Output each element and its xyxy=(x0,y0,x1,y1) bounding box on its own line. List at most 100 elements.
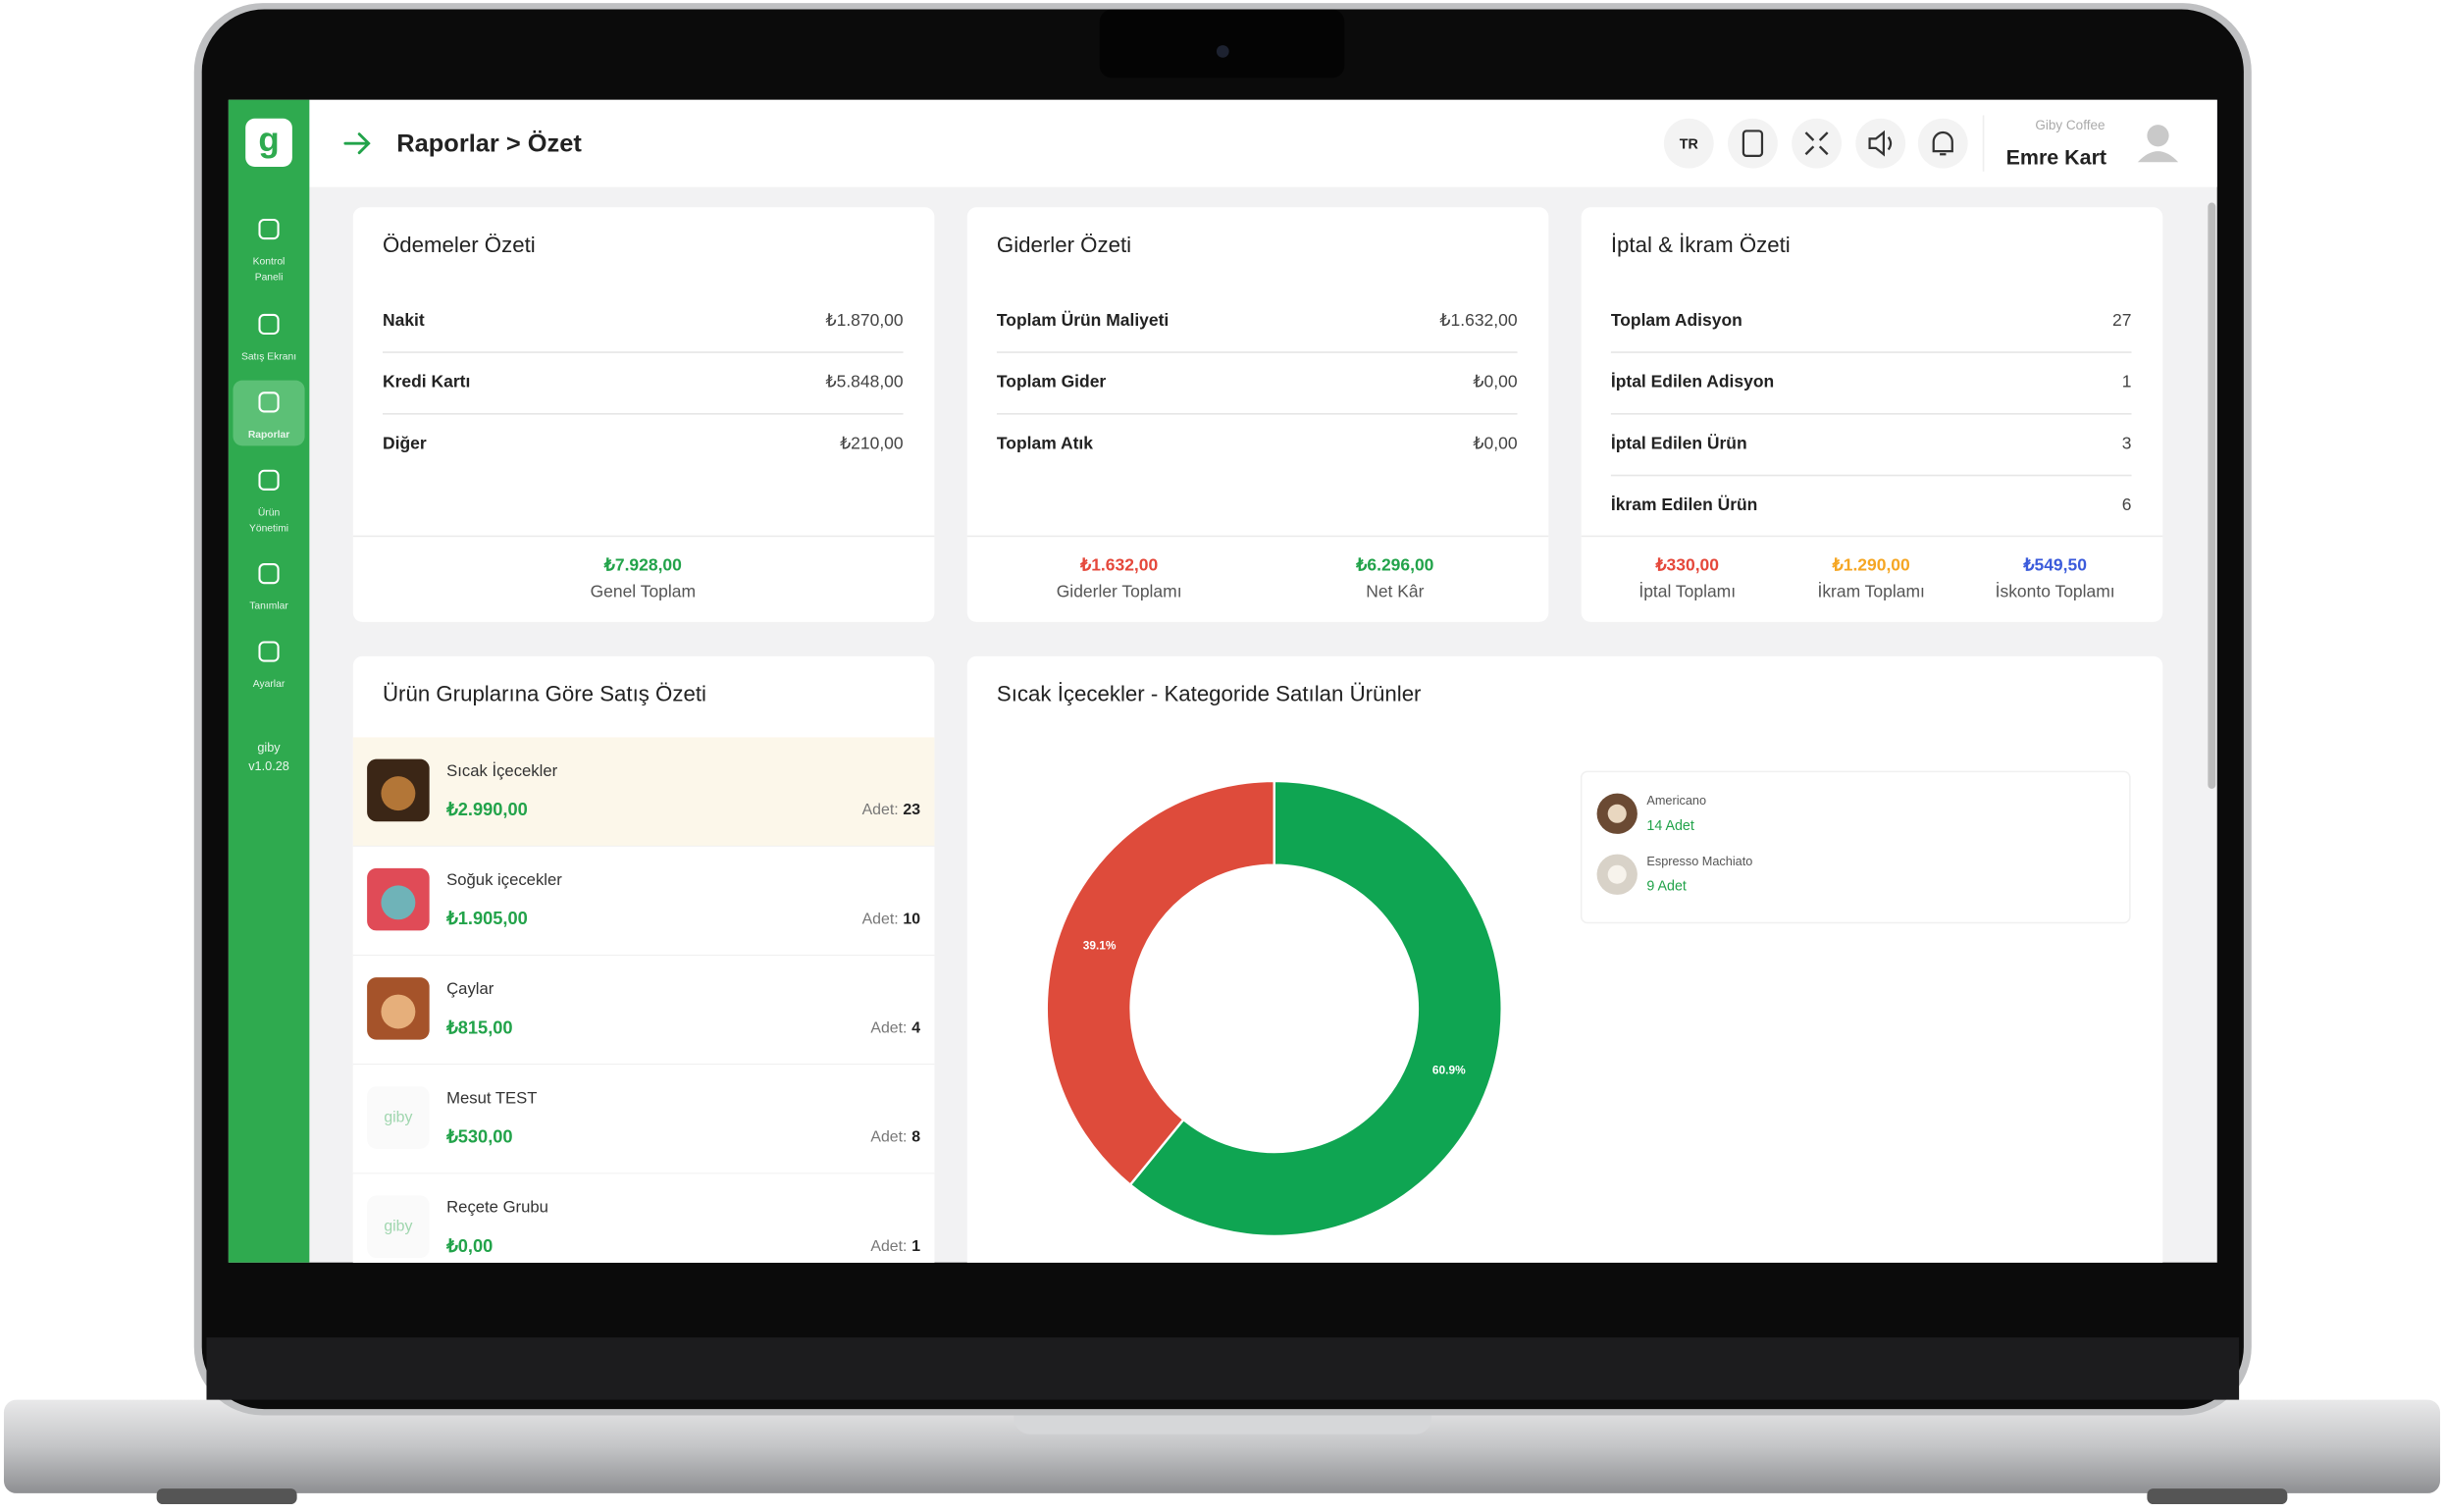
group-amount: ₺2.990,00 xyxy=(445,799,528,819)
sidebar-menu: Kontrol Paneli Satış Ekranı Raporlar Ürün Yön… xyxy=(233,218,305,773)
group-amount: ₺1.905,00 xyxy=(445,908,528,928)
row-value: 27 xyxy=(2112,310,2131,330)
group-amount: ₺815,00 xyxy=(445,1017,512,1037)
menu-label[interactable]: Ayarlar xyxy=(253,679,286,690)
language-button[interactable] xyxy=(1663,118,1714,169)
row-label: Toplam Atık xyxy=(997,433,1093,452)
card-title: Giderler Özeti xyxy=(997,233,1131,257)
donut-label: 39.1% xyxy=(1083,939,1117,953)
menu-label[interactable]: Raporlar xyxy=(248,430,289,441)
count-label: Adet: xyxy=(870,1020,907,1037)
group-count: Adet: 1 xyxy=(870,1238,920,1255)
menu-label[interactable]: Yönetimi xyxy=(249,523,288,534)
count-value: 1 xyxy=(911,1238,920,1255)
legend-box xyxy=(1580,770,2131,924)
count-label: Adet: xyxy=(870,1129,907,1146)
menu-icon[interactable] xyxy=(258,563,280,585)
screen: Raporlar > Özet TR Giby Coffee Emre Kart… xyxy=(228,99,2217,1282)
sidebar xyxy=(228,99,310,1263)
avatar-head xyxy=(2147,125,2169,147)
receipt-icon xyxy=(1742,130,1764,157)
logo-letter: g xyxy=(258,121,279,159)
total-label: Genel Toplam xyxy=(591,581,696,600)
total-label: İkram Toplamı xyxy=(1817,581,1924,600)
menu-icon[interactable] xyxy=(258,469,280,491)
group-name: Çaylar xyxy=(446,979,494,998)
legend-thumbnail-detail xyxy=(1607,864,1627,884)
menu-icon[interactable] xyxy=(258,391,280,413)
menu-icon[interactable] xyxy=(258,313,280,336)
total-value: ₺6.296,00 xyxy=(1355,554,1433,574)
menu-label[interactable]: Tanımlar xyxy=(249,601,288,612)
row-value: ₺1.632,00 xyxy=(1439,310,1517,330)
donut-segment[interactable] xyxy=(1045,779,1275,1187)
count-value: 10 xyxy=(903,911,920,927)
company-name: Giby Coffee xyxy=(2035,118,2105,132)
legend-count: 9 Adet xyxy=(1646,879,1687,895)
count-label: Adet: xyxy=(862,802,899,818)
row-label: Diğer xyxy=(383,433,427,452)
language-code: TR xyxy=(1680,137,1699,153)
bell-icon xyxy=(1932,130,1953,156)
laptop-foot xyxy=(156,1488,297,1505)
row-label: Toplam Gider xyxy=(997,372,1106,391)
laptop-base xyxy=(3,1399,2441,1493)
group-name: Soğuk içecekler xyxy=(446,870,562,889)
count-value: 8 xyxy=(911,1129,920,1146)
legend-count: 14 Adet xyxy=(1646,818,1693,834)
card-title: Ürün Gruplarına Göre Satış Özeti xyxy=(383,681,706,705)
group-count: Adet: 23 xyxy=(862,802,921,818)
row-label: Toplam Ürün Maliyeti xyxy=(997,310,1169,330)
row-label: Kredi Kartı xyxy=(383,372,470,391)
fullscreen-button[interactable] xyxy=(1792,118,1842,169)
notification-button[interactable] xyxy=(1917,118,1968,169)
group-row[interactable]: giby Mesut TEST ₺530,00 Adet: 8 xyxy=(352,1065,935,1175)
legend-name: Espresso Machiato xyxy=(1646,855,1752,868)
total-label: Giderler Toplamı xyxy=(1057,581,1182,600)
legend-thumbnail-detail xyxy=(1607,804,1627,823)
row-value: 6 xyxy=(2122,495,2132,514)
group-thumbnail-detail xyxy=(381,776,416,811)
menu-label[interactable]: Kontrol xyxy=(253,257,286,268)
placeholder-logo: giby xyxy=(384,1218,412,1234)
group-amount: ₺530,00 xyxy=(445,1126,512,1147)
menu-label[interactable]: Satış Ekranı xyxy=(241,352,296,363)
version: v1.0.28 xyxy=(248,759,289,773)
total-value: ₺1.632,00 xyxy=(1079,554,1158,574)
row-label: İptal Edilen Adisyon xyxy=(1611,372,1774,391)
menu-label[interactable]: Ürün xyxy=(258,506,281,518)
card-title: Ödemeler Özeti xyxy=(383,233,536,257)
group-count: Adet: 8 xyxy=(870,1129,920,1146)
avatar-body[interactable] xyxy=(2137,151,2179,163)
breadcrumb: Raporlar > Özet xyxy=(396,129,582,157)
count-value: 4 xyxy=(911,1020,920,1037)
group-row-bg xyxy=(352,846,935,956)
group-thumbnail xyxy=(367,1195,430,1259)
menu-icon[interactable] xyxy=(258,218,280,240)
group-row[interactable]: giby Reçete Grubu ₺0,00 Adet: 1 xyxy=(352,1173,935,1282)
group-row-bg xyxy=(352,1065,935,1174)
group-row[interactable]: Çaylar ₺815,00 Adet: 4 xyxy=(352,955,935,1066)
group-row-bg xyxy=(352,955,935,1066)
receipt-button[interactable] xyxy=(1728,118,1778,169)
menu-icon[interactable] xyxy=(258,641,280,662)
row-value: 3 xyxy=(2122,433,2132,452)
version: giby xyxy=(257,741,281,755)
user-name[interactable]: Emre Kart xyxy=(2006,146,2106,170)
row-value: ₺1.870,00 xyxy=(825,310,903,330)
group-thumbnail xyxy=(367,1086,430,1149)
placeholder-logo: giby xyxy=(384,1109,412,1125)
logo[interactable] xyxy=(245,118,292,167)
total-label: İskonto Toplamı xyxy=(1996,581,2115,600)
count-label: Adet: xyxy=(862,911,899,927)
collapse-arrow[interactable] xyxy=(343,132,371,155)
scrollbar-thumb[interactable] xyxy=(2208,202,2216,789)
group-row[interactable]: Sıcak İçecekler ₺2.990,00 Adet: 23 xyxy=(352,737,935,848)
group-name: Sıcak İçecekler xyxy=(446,761,557,780)
sound-button[interactable] xyxy=(1855,118,1906,169)
group-row[interactable]: Soğuk içecekler ₺1.905,00 Adet: 10 xyxy=(352,846,935,957)
menu-label[interactable]: Paneli xyxy=(255,273,284,284)
row-value: ₺0,00 xyxy=(1473,372,1517,391)
donut-segment[interactable] xyxy=(1128,779,1503,1237)
